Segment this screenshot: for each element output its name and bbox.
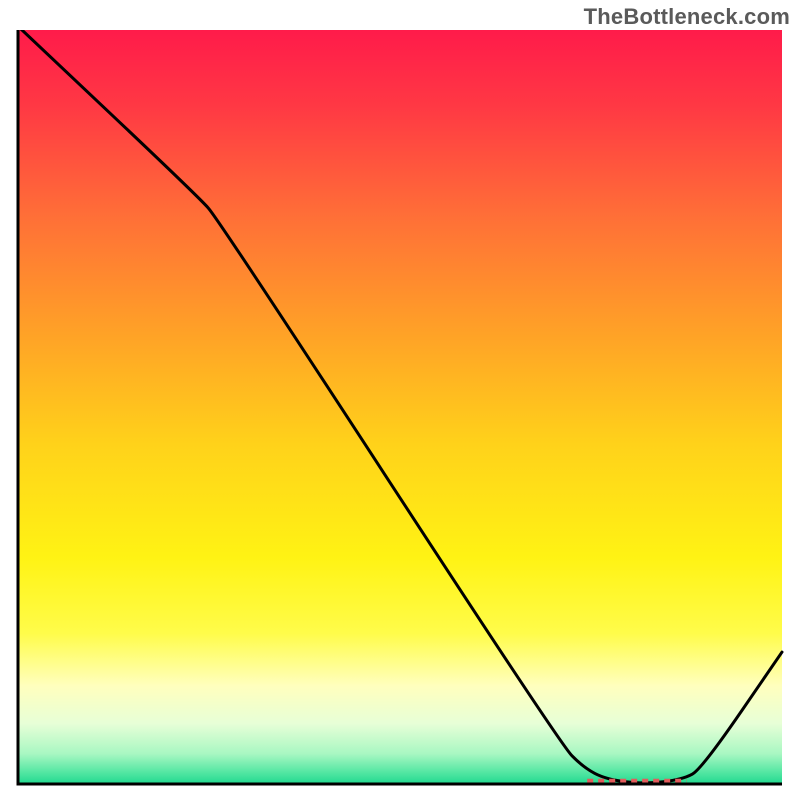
chart-canvas — [15, 30, 785, 790]
gradient-background — [18, 30, 782, 784]
bottleneck-chart — [15, 30, 785, 790]
watermark-text: TheBottleneck.com — [584, 4, 790, 30]
